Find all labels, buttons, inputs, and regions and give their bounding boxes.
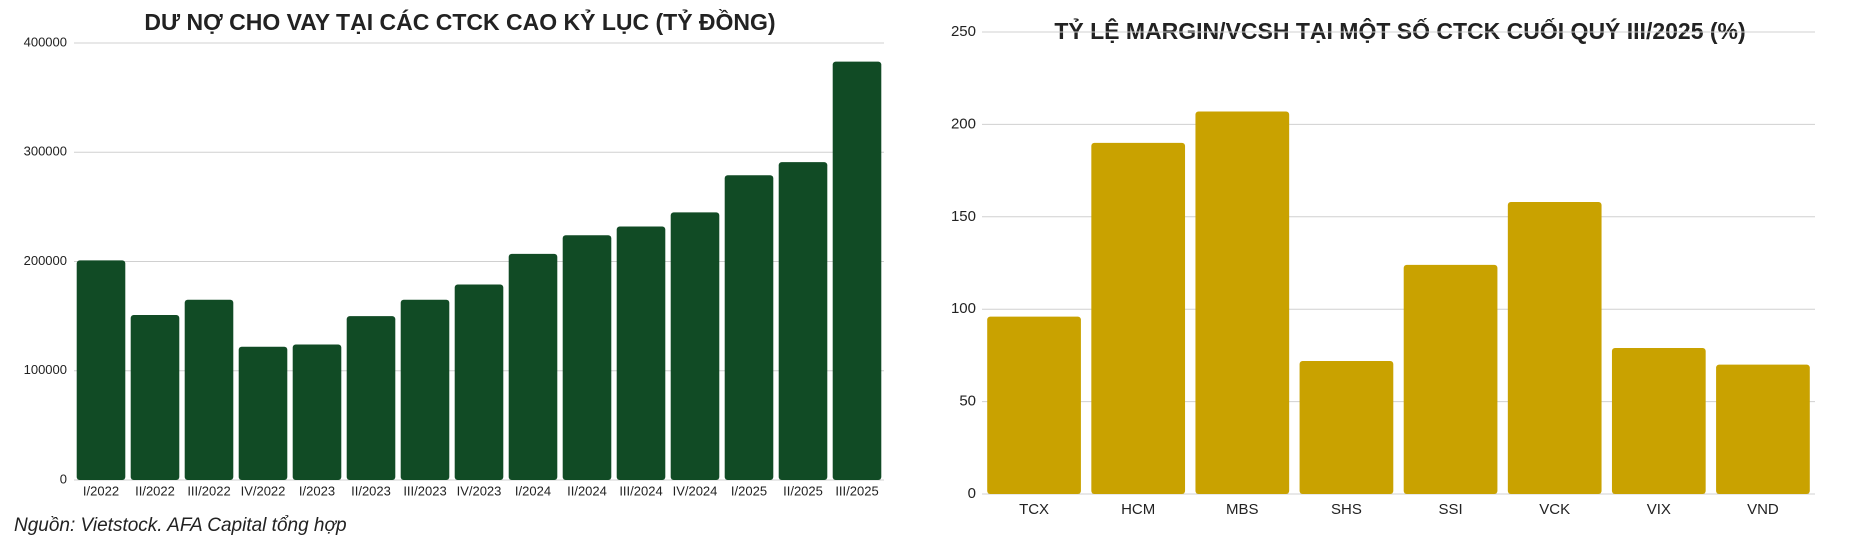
bar [508,253,558,480]
y-tick-label: 0 [60,471,67,486]
x-tick-label: I/2024 [515,483,551,498]
y-tick-label: 400000 [24,34,67,49]
y-tick-label: 200000 [24,253,67,268]
source-note: Nguồn: Vietstock. AFA Capital tổng hợp [14,515,347,536]
bar [346,316,396,480]
bar [1299,360,1394,494]
bar [238,346,288,480]
bar [562,235,612,480]
bar [1403,264,1498,494]
y-tick-label: 0 [968,485,976,502]
x-tick-label: IV/2022 [241,483,286,498]
bar [130,315,180,480]
x-tick-label: MBS [1226,501,1259,518]
x-tick-label: IV/2023 [457,483,502,498]
x-tick-label: I/2025 [731,483,767,498]
y-tick-label: 300000 [24,144,67,159]
bar [832,61,882,480]
bar [1611,348,1706,494]
bar [724,175,774,480]
bar [400,299,450,480]
bar [292,344,342,480]
y-tick-label: 100 [951,300,976,317]
bar [1195,111,1290,495]
chart-title: TỶ LỆ MARGIN/VCSH TẠI MỘT SỐ CTCK CUỐI Q… [1054,16,1745,44]
bar [616,226,666,480]
bar [184,299,234,480]
x-tick-label: SHS [1331,501,1362,518]
bar [1716,364,1810,494]
chart-title: DƯ NỢ CHO VAY TẠI CÁC CTCK CAO KỶ LỤC (T… [144,7,775,35]
x-tick-label: III/2024 [619,483,662,498]
x-tick-label: TCX [1019,501,1049,518]
x-tick-label: II/2022 [135,483,175,498]
x-tick-label: III/2022 [187,483,230,498]
x-tick-label: SSI [1438,501,1462,518]
bar [76,260,126,480]
x-tick-label: II/2025 [783,483,823,498]
x-tick-label: II/2024 [567,483,607,498]
y-tick-label: 100000 [24,362,67,377]
x-tick-label: III/2025 [835,483,878,498]
x-tick-label: HCM [1121,501,1155,518]
x-tick-label: VCK [1539,501,1570,518]
bar [987,316,1081,494]
x-tick-label: VND [1747,501,1779,518]
bar [778,162,828,480]
bar [454,284,504,480]
y-tick-label: 250 [951,23,976,40]
x-tick-label: IV/2024 [673,483,718,498]
bar [1507,202,1602,495]
x-tick-label: I/2023 [299,483,335,498]
x-tick-label: VIX [1647,501,1671,518]
bar [1091,142,1186,494]
x-tick-label: III/2023 [403,483,446,498]
bar [670,212,720,480]
x-tick-label: II/2023 [351,483,391,498]
x-tick-label: I/2022 [83,483,119,498]
y-tick-label: 50 [959,393,976,410]
y-tick-label: 150 [951,208,976,225]
y-tick-label: 200 [951,115,976,132]
